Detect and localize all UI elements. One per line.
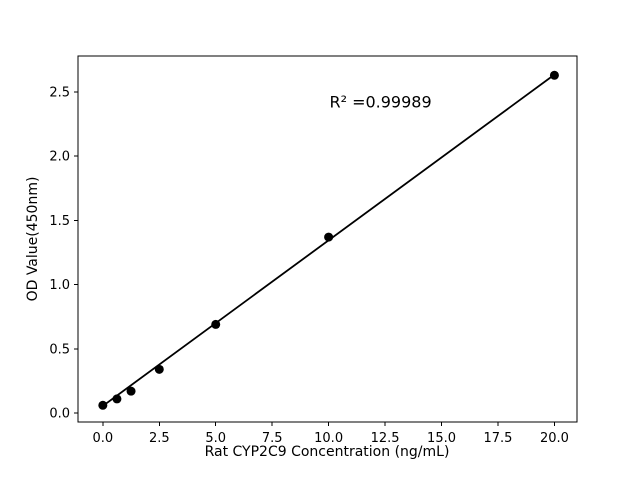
y-tick-label: 1.0 [49, 278, 70, 293]
r-squared-annotation: R² =0.99989 [329, 92, 432, 112]
y-tick-label: 2.0 [49, 150, 70, 165]
x-tick-label: 7.5 [262, 431, 283, 446]
y-axis-label: OD Value(450nm) [25, 176, 41, 302]
y-tick-label: 0.0 [49, 407, 70, 422]
x-tick-label: 15.0 [427, 431, 456, 446]
data-point [126, 386, 136, 396]
x-tick-label: 20.0 [540, 431, 569, 446]
data-point [98, 400, 108, 410]
x-tick-label: 10.0 [314, 431, 343, 446]
y-tick-label: 1.5 [49, 214, 70, 229]
data-point [549, 70, 559, 80]
data-point [211, 319, 221, 329]
x-axis-label: Rat CYP2C9 Concentration (ng/mL) [204, 444, 450, 460]
y-tick-label: 2.5 [49, 85, 70, 100]
y-tick-label: 0.5 [49, 342, 70, 357]
data-point [112, 394, 122, 404]
x-tick-label: 12.5 [371, 431, 400, 446]
data-point [324, 232, 334, 242]
data-point [154, 364, 164, 374]
x-tick-label: 17.5 [483, 431, 512, 446]
x-tick-label: 0.0 [92, 431, 113, 446]
x-tick-label: 5.0 [205, 431, 226, 446]
axes-frame [77, 55, 578, 423]
x-tick-label: 2.5 [149, 431, 170, 446]
